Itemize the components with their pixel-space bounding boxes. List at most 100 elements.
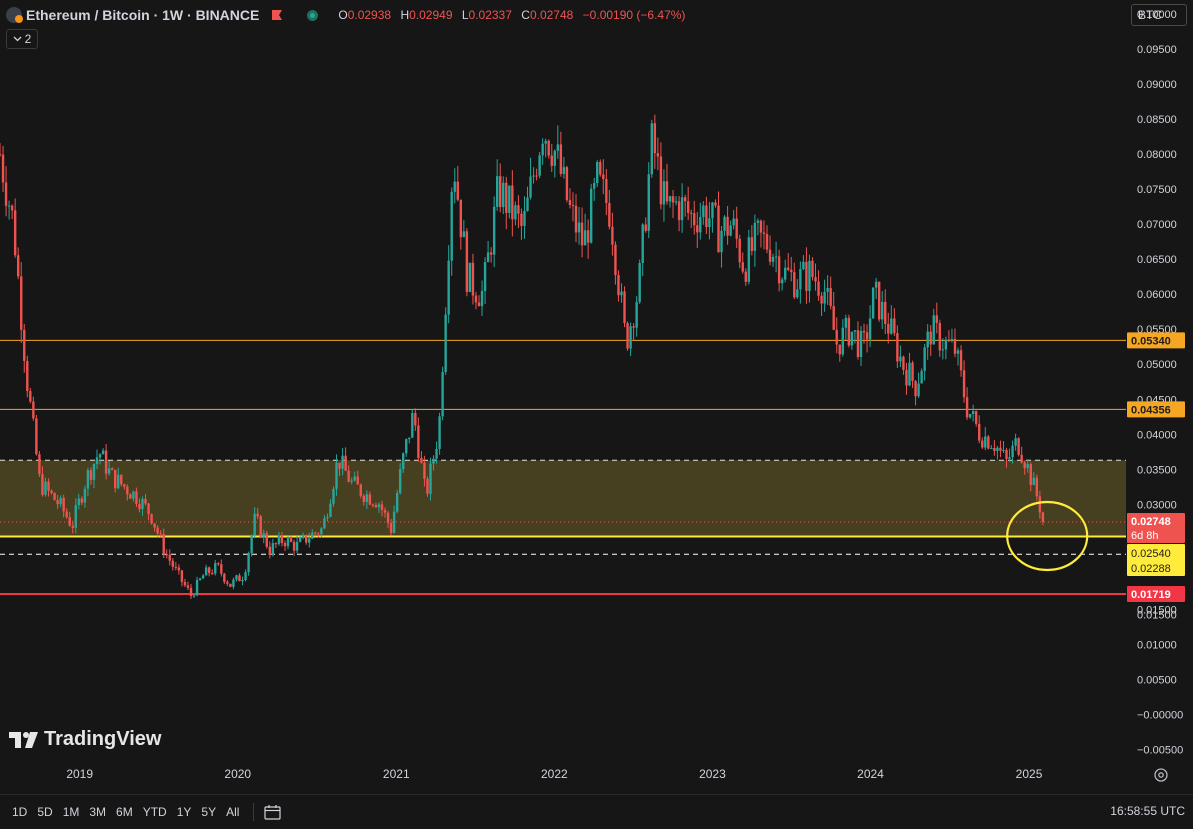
candle-body — [577, 222, 581, 233]
candle-body — [544, 140, 547, 144]
indicators-toggle-button[interactable]: 2 — [6, 29, 38, 49]
candle-body — [686, 201, 690, 213]
candle-body — [617, 275, 620, 296]
candle-body — [638, 262, 641, 302]
candle-body — [1041, 512, 1045, 522]
range-button-6m[interactable]: 6M — [116, 805, 133, 819]
candle-body — [0, 154, 2, 156]
level-label-02288: 0.02288 — [1131, 563, 1171, 575]
candle-body — [938, 322, 942, 351]
candle-body — [453, 181, 456, 192]
range-button-5d[interactable]: 5D — [37, 805, 53, 819]
candle-body — [929, 331, 932, 345]
candle-body — [565, 167, 569, 201]
candle-body — [435, 448, 438, 459]
range-button-1m[interactable]: 1M — [62, 805, 80, 819]
candle-body — [680, 197, 684, 221]
y-tick-label: 0.06000 — [1137, 289, 1177, 301]
price-chart[interactable]: 0.10000 0.09500 0.09000 0.08500 0.08000 0.075… — [0, 0, 1193, 794]
range-buttons: 1D 5D 1M 3M 6M YTD 1Y 5Y All — [0, 805, 239, 819]
candle-body — [417, 425, 420, 458]
candle-body — [32, 401, 35, 419]
candle-body — [395, 493, 399, 512]
candle-body — [799, 269, 802, 290]
candle-body — [950, 338, 954, 341]
candle-body — [429, 463, 432, 494]
candle-body — [186, 585, 190, 588]
candle-body — [338, 462, 341, 469]
price-axis — [1126, 0, 1193, 794]
level-label-05340-bg — [1127, 332, 1185, 349]
candle-body — [450, 191, 453, 261]
candle-body — [10, 205, 14, 211]
y-tick-label: 0.01500 — [1137, 609, 1177, 621]
candle-body — [362, 495, 365, 502]
candle-body — [714, 202, 717, 206]
candle-body — [817, 281, 820, 296]
calendar-icon[interactable] — [264, 804, 282, 820]
range-button-1y[interactable]: 1Y — [176, 805, 192, 819]
y-tick-label: 0.06500 — [1137, 254, 1177, 266]
level-label-04356: 0.04356 — [1131, 404, 1171, 416]
candle-body — [911, 362, 914, 381]
symbol-title[interactable]: Ethereum / Bitcoin · 1W · BINANCE — [26, 7, 260, 23]
candle-body — [499, 176, 502, 208]
candle-body — [683, 197, 687, 202]
utc-clock[interactable]: 16:58:55 UTC — [1110, 804, 1185, 818]
candle-body — [602, 174, 605, 180]
candle-body — [89, 470, 93, 480]
range-button-all[interactable]: All — [226, 805, 240, 819]
candle-body — [86, 470, 90, 489]
candle-body — [756, 220, 760, 223]
y-tick-label: −0.00000 — [1137, 709, 1183, 721]
y-tick-label: 0.05000 — [1137, 359, 1177, 371]
change-value: −0.00190 (−6.47%) — [582, 8, 686, 22]
candle-body — [53, 492, 56, 501]
range-button-5y[interactable]: 5Y — [201, 805, 217, 819]
candle-body — [289, 538, 293, 542]
candle-body — [420, 457, 423, 463]
candle-body — [114, 469, 117, 489]
market-status-icon[interactable] — [307, 9, 319, 21]
candle-body — [923, 347, 926, 371]
candle-body — [999, 447, 1002, 451]
candle-body — [150, 514, 153, 524]
candle-body — [732, 218, 735, 226]
candle-body — [101, 450, 105, 455]
candle-body — [978, 423, 981, 441]
candle-body — [793, 272, 796, 298]
settings-gear-icon[interactable] — [1153, 767, 1169, 783]
range-button-3m[interactable]: 3M — [89, 805, 107, 819]
level-label-01719-bg — [1127, 586, 1185, 603]
candle-body — [286, 538, 290, 547]
candle-body — [92, 463, 96, 480]
candle-body — [356, 476, 359, 485]
candle-body — [974, 411, 978, 424]
y-tick-label: 0.08000 — [1137, 149, 1177, 161]
candle-body — [956, 350, 960, 354]
range-button-ytd[interactable]: YTD — [142, 805, 167, 819]
candle-body — [711, 202, 714, 219]
eth-btc-symbol-icon[interactable] — [6, 7, 23, 23]
candle-body — [177, 567, 181, 571]
range-button-1d[interactable]: 1D — [12, 805, 28, 819]
open-label: O — [338, 8, 348, 22]
candle-body — [329, 503, 332, 517]
currency-button[interactable]: BTC — [1131, 4, 1187, 26]
candle-body — [274, 543, 278, 545]
close-label: C — [521, 8, 530, 22]
candle-body — [171, 560, 175, 567]
candle-body — [359, 484, 362, 496]
candle-body — [908, 362, 911, 386]
flag-icon[interactable] — [271, 9, 283, 21]
candle-body — [593, 183, 596, 189]
candle-body — [107, 468, 111, 474]
x-tick-label: 2022 — [541, 767, 568, 781]
candle-body — [174, 566, 178, 568]
candle-body — [529, 176, 532, 198]
candle-body — [411, 412, 414, 438]
x-tick-label: 2020 — [224, 767, 251, 781]
candle-body — [232, 579, 235, 587]
candle-body — [1023, 462, 1026, 469]
candle-body — [398, 469, 402, 494]
